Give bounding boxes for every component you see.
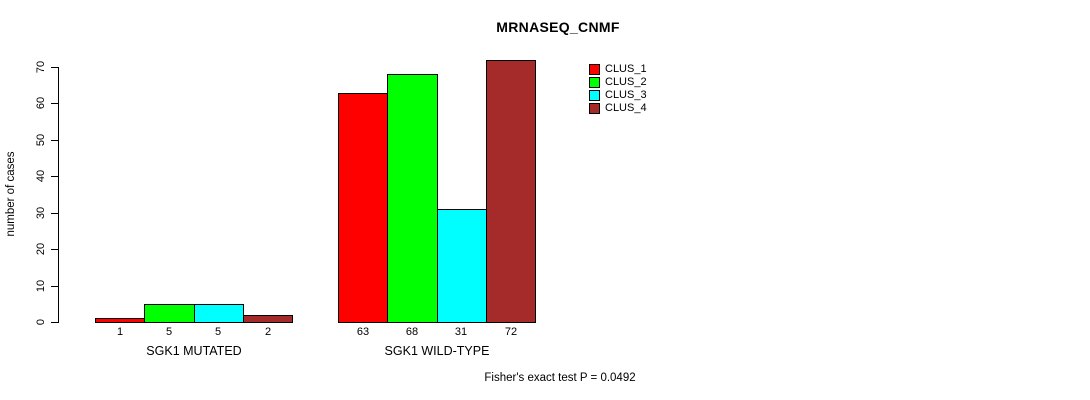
legend-item-clus_4: CLUS_4 bbox=[589, 101, 647, 114]
bar-clus_2-group-1 bbox=[387, 74, 438, 323]
x-group-label: SGK1 MUTATED bbox=[146, 344, 242, 358]
y-tick bbox=[51, 213, 58, 214]
bar-value-label: 31 bbox=[454, 326, 468, 338]
bar-clus_1-group-1 bbox=[338, 93, 388, 323]
y-tick-label: 60 bbox=[35, 96, 47, 110]
legend-item-clus_1: CLUS_1 bbox=[589, 62, 647, 75]
bar-value-label: 68 bbox=[405, 326, 419, 338]
y-tick-label: 30 bbox=[35, 206, 47, 220]
bar-value-label: 1 bbox=[116, 326, 124, 338]
y-tick bbox=[51, 140, 58, 141]
y-tick bbox=[51, 249, 58, 250]
bar-value-label: 63 bbox=[356, 326, 370, 338]
bar-clus_4-group-0 bbox=[243, 315, 293, 323]
bar-value-label: 72 bbox=[504, 326, 518, 338]
y-tick bbox=[51, 322, 58, 323]
legend-swatch-icon bbox=[589, 76, 600, 88]
bar-clus_3-group-0 bbox=[194, 304, 244, 323]
y-tick bbox=[51, 67, 58, 68]
legend-label: CLUS_4 bbox=[605, 101, 647, 114]
y-tick bbox=[51, 286, 58, 287]
legend-swatch-icon bbox=[589, 89, 600, 101]
bar-clus_2-group-0 bbox=[144, 304, 195, 323]
y-tick-label: 0 bbox=[35, 318, 47, 326]
bar-value-label: 5 bbox=[214, 326, 222, 338]
bar-clus_1-group-0 bbox=[95, 318, 145, 323]
y-tick-label: 50 bbox=[35, 133, 47, 147]
chart-title: MRNASEQ_CNMF bbox=[496, 19, 620, 35]
legend-item-clus_2: CLUS_2 bbox=[589, 75, 647, 88]
y-tick-label: 40 bbox=[35, 169, 47, 183]
legend: CLUS_1 CLUS_2 CLUS_3 CLUS_4 bbox=[589, 62, 647, 114]
y-tick-label: 70 bbox=[35, 60, 47, 74]
legend-swatch-icon bbox=[589, 63, 600, 75]
legend-label: CLUS_1 bbox=[605, 62, 647, 75]
bar-clus_3-group-1 bbox=[437, 209, 487, 323]
bar-clus_4-group-1 bbox=[486, 60, 536, 323]
y-tick-label: 20 bbox=[35, 242, 47, 256]
y-axis-label: number of cases bbox=[5, 151, 17, 237]
y-axis-line bbox=[58, 67, 59, 323]
y-tick bbox=[51, 103, 58, 104]
y-tick bbox=[51, 176, 58, 177]
x-group-label: SGK1 WILD-TYPE bbox=[384, 344, 490, 358]
legend-swatch-icon bbox=[589, 102, 600, 114]
legend-label: CLUS_2 bbox=[605, 75, 647, 88]
bar-value-label: 2 bbox=[264, 326, 272, 338]
bar-value-label: 5 bbox=[165, 326, 173, 338]
fisher-test-annotation: Fisher's exact test P = 0.0492 bbox=[484, 372, 636, 384]
legend-label: CLUS_3 bbox=[605, 88, 647, 101]
y-tick-label: 10 bbox=[35, 279, 47, 293]
legend-item-clus_3: CLUS_3 bbox=[589, 88, 647, 101]
